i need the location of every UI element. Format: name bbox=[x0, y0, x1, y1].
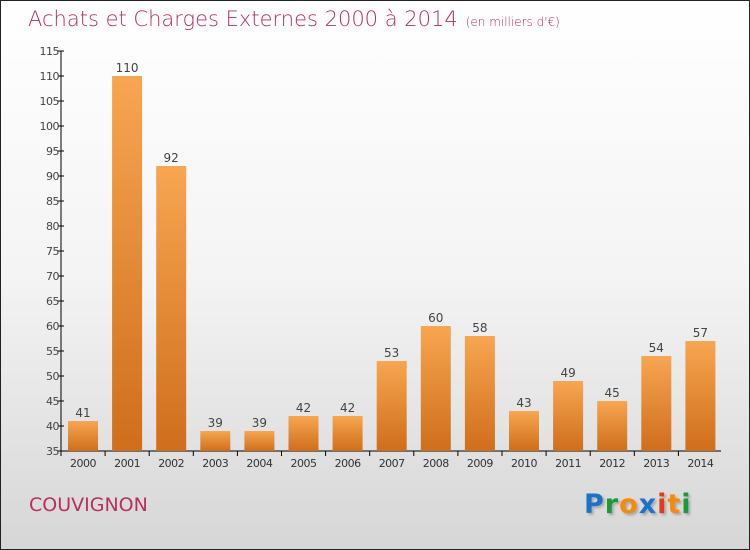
y-tick-label: 80 bbox=[46, 220, 59, 233]
x-tick-label: 2000 bbox=[70, 457, 96, 470]
data-label: 110 bbox=[116, 61, 139, 75]
y-tick-label: 95 bbox=[46, 145, 59, 158]
logo-letter: o bbox=[619, 489, 639, 520]
y-tick-label: 105 bbox=[40, 95, 60, 108]
bar-2013 bbox=[641, 356, 672, 451]
x-tick-label: 2006 bbox=[335, 457, 361, 470]
title-text: Achats et Charges Externes 2000 à 2014 bbox=[28, 7, 458, 31]
y-tick-label: 110 bbox=[40, 70, 60, 83]
data-label: 54 bbox=[649, 341, 664, 355]
data-label: 43 bbox=[516, 396, 531, 410]
x-tick-label: 2010 bbox=[511, 457, 537, 470]
x-tick-label: 2007 bbox=[379, 457, 405, 470]
bar-2002 bbox=[156, 166, 187, 451]
bar-2014 bbox=[685, 341, 716, 451]
logo-letter: r bbox=[604, 489, 620, 520]
logo-letter: i bbox=[657, 489, 668, 520]
bar-2004 bbox=[244, 431, 275, 451]
data-label: 41 bbox=[75, 406, 90, 420]
y-tick-label: 70 bbox=[46, 270, 59, 283]
bar-2001 bbox=[112, 76, 143, 451]
y-tick-label: 75 bbox=[46, 245, 59, 258]
city-name: COUVIGNON bbox=[29, 494, 148, 516]
y-tick-label: 50 bbox=[46, 370, 59, 383]
x-tick-label: 2005 bbox=[291, 457, 317, 470]
bar-2000 bbox=[68, 421, 98, 451]
y-tick-label: 85 bbox=[46, 195, 59, 208]
x-tick-label: 2011 bbox=[555, 457, 581, 470]
y-tick-label: 45 bbox=[46, 395, 59, 408]
x-tick-label: 2004 bbox=[246, 457, 272, 470]
x-tick-label: 2008 bbox=[423, 457, 449, 470]
y-tick-label: 60 bbox=[46, 320, 59, 333]
x-tick-label: 2002 bbox=[158, 457, 184, 470]
logo-letter: P bbox=[584, 489, 605, 520]
data-label: 45 bbox=[605, 386, 620, 400]
y-tick-label: 100 bbox=[40, 120, 60, 133]
x-tick-label: 2001 bbox=[114, 457, 140, 470]
logo-letter: i bbox=[681, 489, 692, 520]
bar-2010 bbox=[509, 411, 539, 451]
x-tick-label: 2009 bbox=[467, 457, 493, 470]
bar-2009 bbox=[464, 336, 495, 451]
bar-2007 bbox=[376, 361, 407, 451]
x-tick-label: 2014 bbox=[687, 457, 713, 470]
bar-2006 bbox=[332, 416, 363, 451]
data-label: 57 bbox=[693, 326, 708, 340]
y-tick-label: 55 bbox=[46, 345, 59, 358]
x-tick-label: 2012 bbox=[599, 457, 625, 470]
data-label: 39 bbox=[208, 416, 223, 430]
proxiti-logo: Proxiti bbox=[584, 489, 692, 520]
y-tick-label: 35 bbox=[46, 445, 59, 458]
data-label: 92 bbox=[164, 151, 179, 165]
data-label: 39 bbox=[252, 416, 267, 430]
unit-label: (en milliers d'€) bbox=[465, 15, 560, 29]
x-tick-label: 2003 bbox=[202, 457, 228, 470]
bar-2008 bbox=[420, 326, 451, 451]
y-tick-label: 115 bbox=[40, 45, 60, 58]
x-tick-label: 2013 bbox=[643, 457, 669, 470]
data-label: 60 bbox=[428, 311, 443, 325]
bar-2003 bbox=[200, 431, 231, 451]
y-tick-label: 65 bbox=[46, 295, 59, 308]
logo-letter: x bbox=[638, 489, 658, 520]
chart-title: Achats et Charges Externes 2000 à 2014 (e… bbox=[28, 7, 560, 31]
data-label: 49 bbox=[560, 366, 575, 380]
data-label: 58 bbox=[472, 321, 487, 335]
y-tick-label: 40 bbox=[46, 420, 59, 433]
data-label: 42 bbox=[340, 401, 355, 415]
bar-2005 bbox=[288, 416, 319, 451]
logo-letter: t bbox=[667, 489, 682, 520]
bar-2012 bbox=[597, 401, 628, 451]
data-label: 42 bbox=[296, 401, 311, 415]
y-tick-label: 90 bbox=[46, 170, 59, 183]
bar-2011 bbox=[553, 381, 584, 451]
data-label: 53 bbox=[384, 346, 399, 360]
